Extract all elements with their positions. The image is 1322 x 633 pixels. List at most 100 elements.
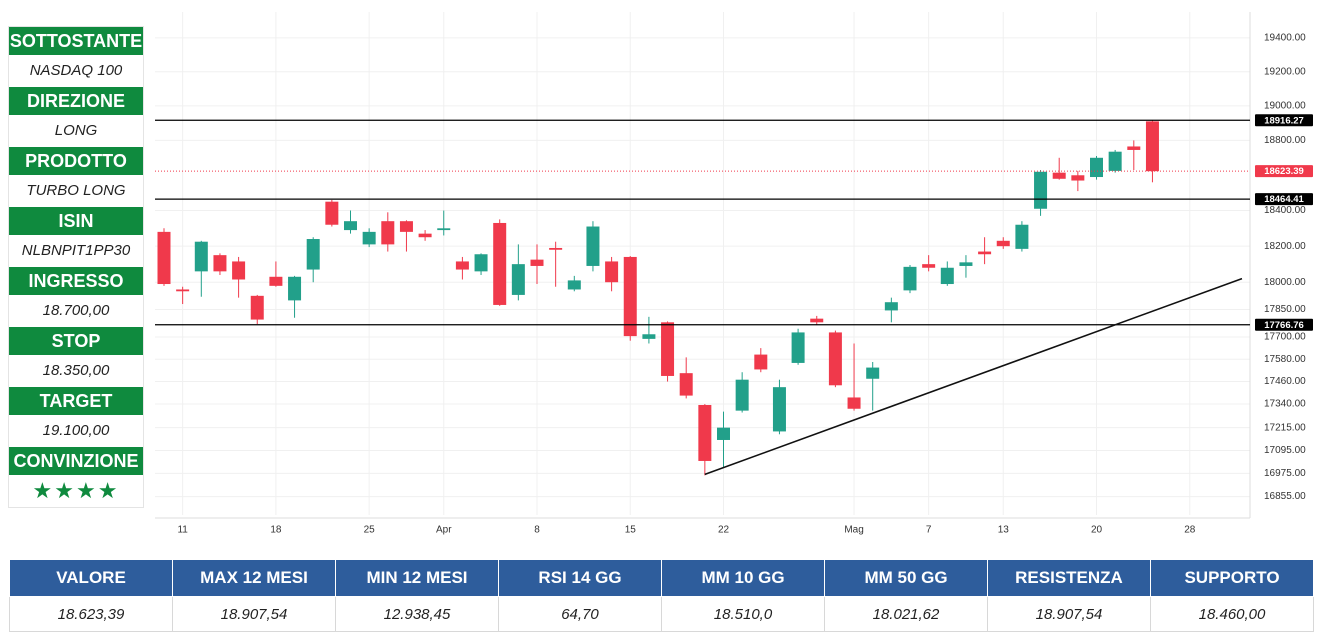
- x-tick-label: 11: [177, 525, 188, 536]
- candle-body: [754, 354, 768, 370]
- y-tick-label: 18000.00: [1264, 277, 1306, 288]
- candle-body: [791, 332, 805, 363]
- price-label: 18464.41: [1264, 194, 1304, 205]
- panel-value: 19.100,00: [42, 422, 110, 439]
- candle-body: [623, 256, 637, 337]
- table-cell: 18.021,62: [824, 596, 988, 632]
- candle-body: [866, 367, 880, 379]
- table-cell: 18.510,0: [661, 596, 825, 632]
- price-tag: [1255, 114, 1313, 127]
- candle-body: [1127, 146, 1141, 150]
- candle-body: [735, 379, 749, 411]
- candle-body: [437, 228, 451, 231]
- x-tick-label: 25: [364, 525, 376, 536]
- table-cell: 64,70: [498, 596, 662, 632]
- candle-body: [698, 404, 712, 461]
- panel-label: STOP: [9, 327, 143, 355]
- candle-body: [940, 267, 954, 285]
- candle-body: [549, 247, 563, 250]
- candle-body: [903, 266, 917, 291]
- candle-body: [922, 264, 936, 268]
- candle-body: [194, 241, 208, 272]
- table-cell: 12.938,45: [335, 596, 499, 632]
- panel-label: TARGET: [9, 387, 143, 415]
- price-label: 18623.39: [1264, 166, 1304, 177]
- candle-body: [1034, 171, 1048, 209]
- x-tick-label: Apr: [436, 525, 452, 536]
- candle-body: [567, 280, 581, 290]
- candle-body: [978, 251, 992, 255]
- candle-body: [642, 334, 656, 339]
- candle-body: [399, 221, 413, 232]
- x-tick-label: Mag: [844, 525, 863, 536]
- panel-label: DIREZIONE: [9, 87, 143, 115]
- price-label: 17766.76: [1264, 320, 1304, 331]
- y-tick-label: 17850.00: [1264, 304, 1306, 315]
- candle-body: [605, 261, 619, 283]
- panel-label: ISIN: [9, 207, 143, 235]
- panel-value: NASDAQ 100: [29, 62, 123, 79]
- y-tick-label: 17340.00: [1264, 399, 1306, 410]
- x-tick-label: 8: [534, 525, 540, 536]
- table-cell: 18.907,54: [172, 596, 336, 632]
- candle-body: [1071, 175, 1085, 181]
- table-header: RESISTENZA: [987, 559, 1151, 597]
- candle-body: [213, 255, 227, 272]
- price-tag: [1255, 318, 1313, 331]
- y-tick-label: 17460.00: [1264, 376, 1306, 387]
- candle-body: [381, 221, 395, 245]
- candle-body: [1090, 157, 1103, 178]
- candle-body: [288, 276, 302, 301]
- candle-body: [418, 233, 432, 238]
- candle-body: [306, 239, 320, 270]
- table-header: RSI 14 GG: [498, 559, 662, 597]
- candle-body: [157, 231, 171, 285]
- candle-body: [772, 387, 786, 432]
- price-label: 18916.27: [1264, 115, 1304, 126]
- candle-body: [269, 276, 283, 286]
- candle-body: [810, 318, 824, 323]
- price-tag: [1255, 165, 1313, 178]
- table-cell: 18.623,39: [9, 596, 173, 632]
- candle-body: [325, 201, 339, 225]
- panel-value: 18.700,00: [42, 302, 110, 319]
- candle-body: [344, 221, 357, 231]
- y-tick-label: 18400.00: [1264, 205, 1306, 216]
- panel-label: SOTTOSTANTE: [9, 27, 143, 55]
- table-header: MM 10 GG: [661, 559, 825, 597]
- y-tick-label: 19000.00: [1264, 101, 1306, 112]
- candle-body: [176, 289, 190, 292]
- candle-body: [847, 397, 861, 409]
- candle-body: [511, 264, 525, 295]
- table-cell: 18.907,54: [987, 596, 1151, 632]
- panel-value: TURBO LONG: [26, 182, 126, 199]
- y-tick-label: 17215.00: [1264, 422, 1306, 433]
- table-cell: 18.460,00: [1150, 596, 1314, 632]
- panel-label: CONVINZIONE: [9, 447, 143, 475]
- y-tick-label: 19200.00: [1264, 66, 1306, 77]
- y-tick-label: 17580.00: [1264, 354, 1306, 365]
- panel-label: PRODOTTO: [9, 147, 143, 175]
- candle-body: [1015, 224, 1029, 249]
- candle-body: [717, 427, 730, 440]
- candle-body: [493, 222, 507, 305]
- candle-body: [1108, 151, 1122, 171]
- candle-body: [996, 240, 1010, 247]
- candle-body: [362, 231, 376, 245]
- candle-body: [232, 261, 246, 280]
- trend-line: [704, 277, 1243, 476]
- table-header: VALORE: [9, 559, 173, 597]
- candle-body: [661, 322, 675, 376]
- candle-body: [530, 259, 544, 266]
- chart: 16855.00 16975.00 17095.00 17215.00 17340.00…: [155, 12, 1313, 536]
- summary-table: VALORE MAX 12 MESI MIN 12 MESI RSI 14 GG MM …: [9, 559, 1314, 632]
- y-tick-label: 16975.00: [1264, 468, 1306, 479]
- candle-body: [1052, 172, 1066, 179]
- candle-body: [474, 254, 488, 272]
- price-tag: [1255, 193, 1313, 206]
- candle-body: [1145, 121, 1159, 172]
- y-tick-label: 18800.00: [1264, 135, 1306, 146]
- candle-body: [586, 226, 600, 266]
- panel-value: 18.350,00: [42, 362, 110, 379]
- candle-body: [884, 302, 898, 311]
